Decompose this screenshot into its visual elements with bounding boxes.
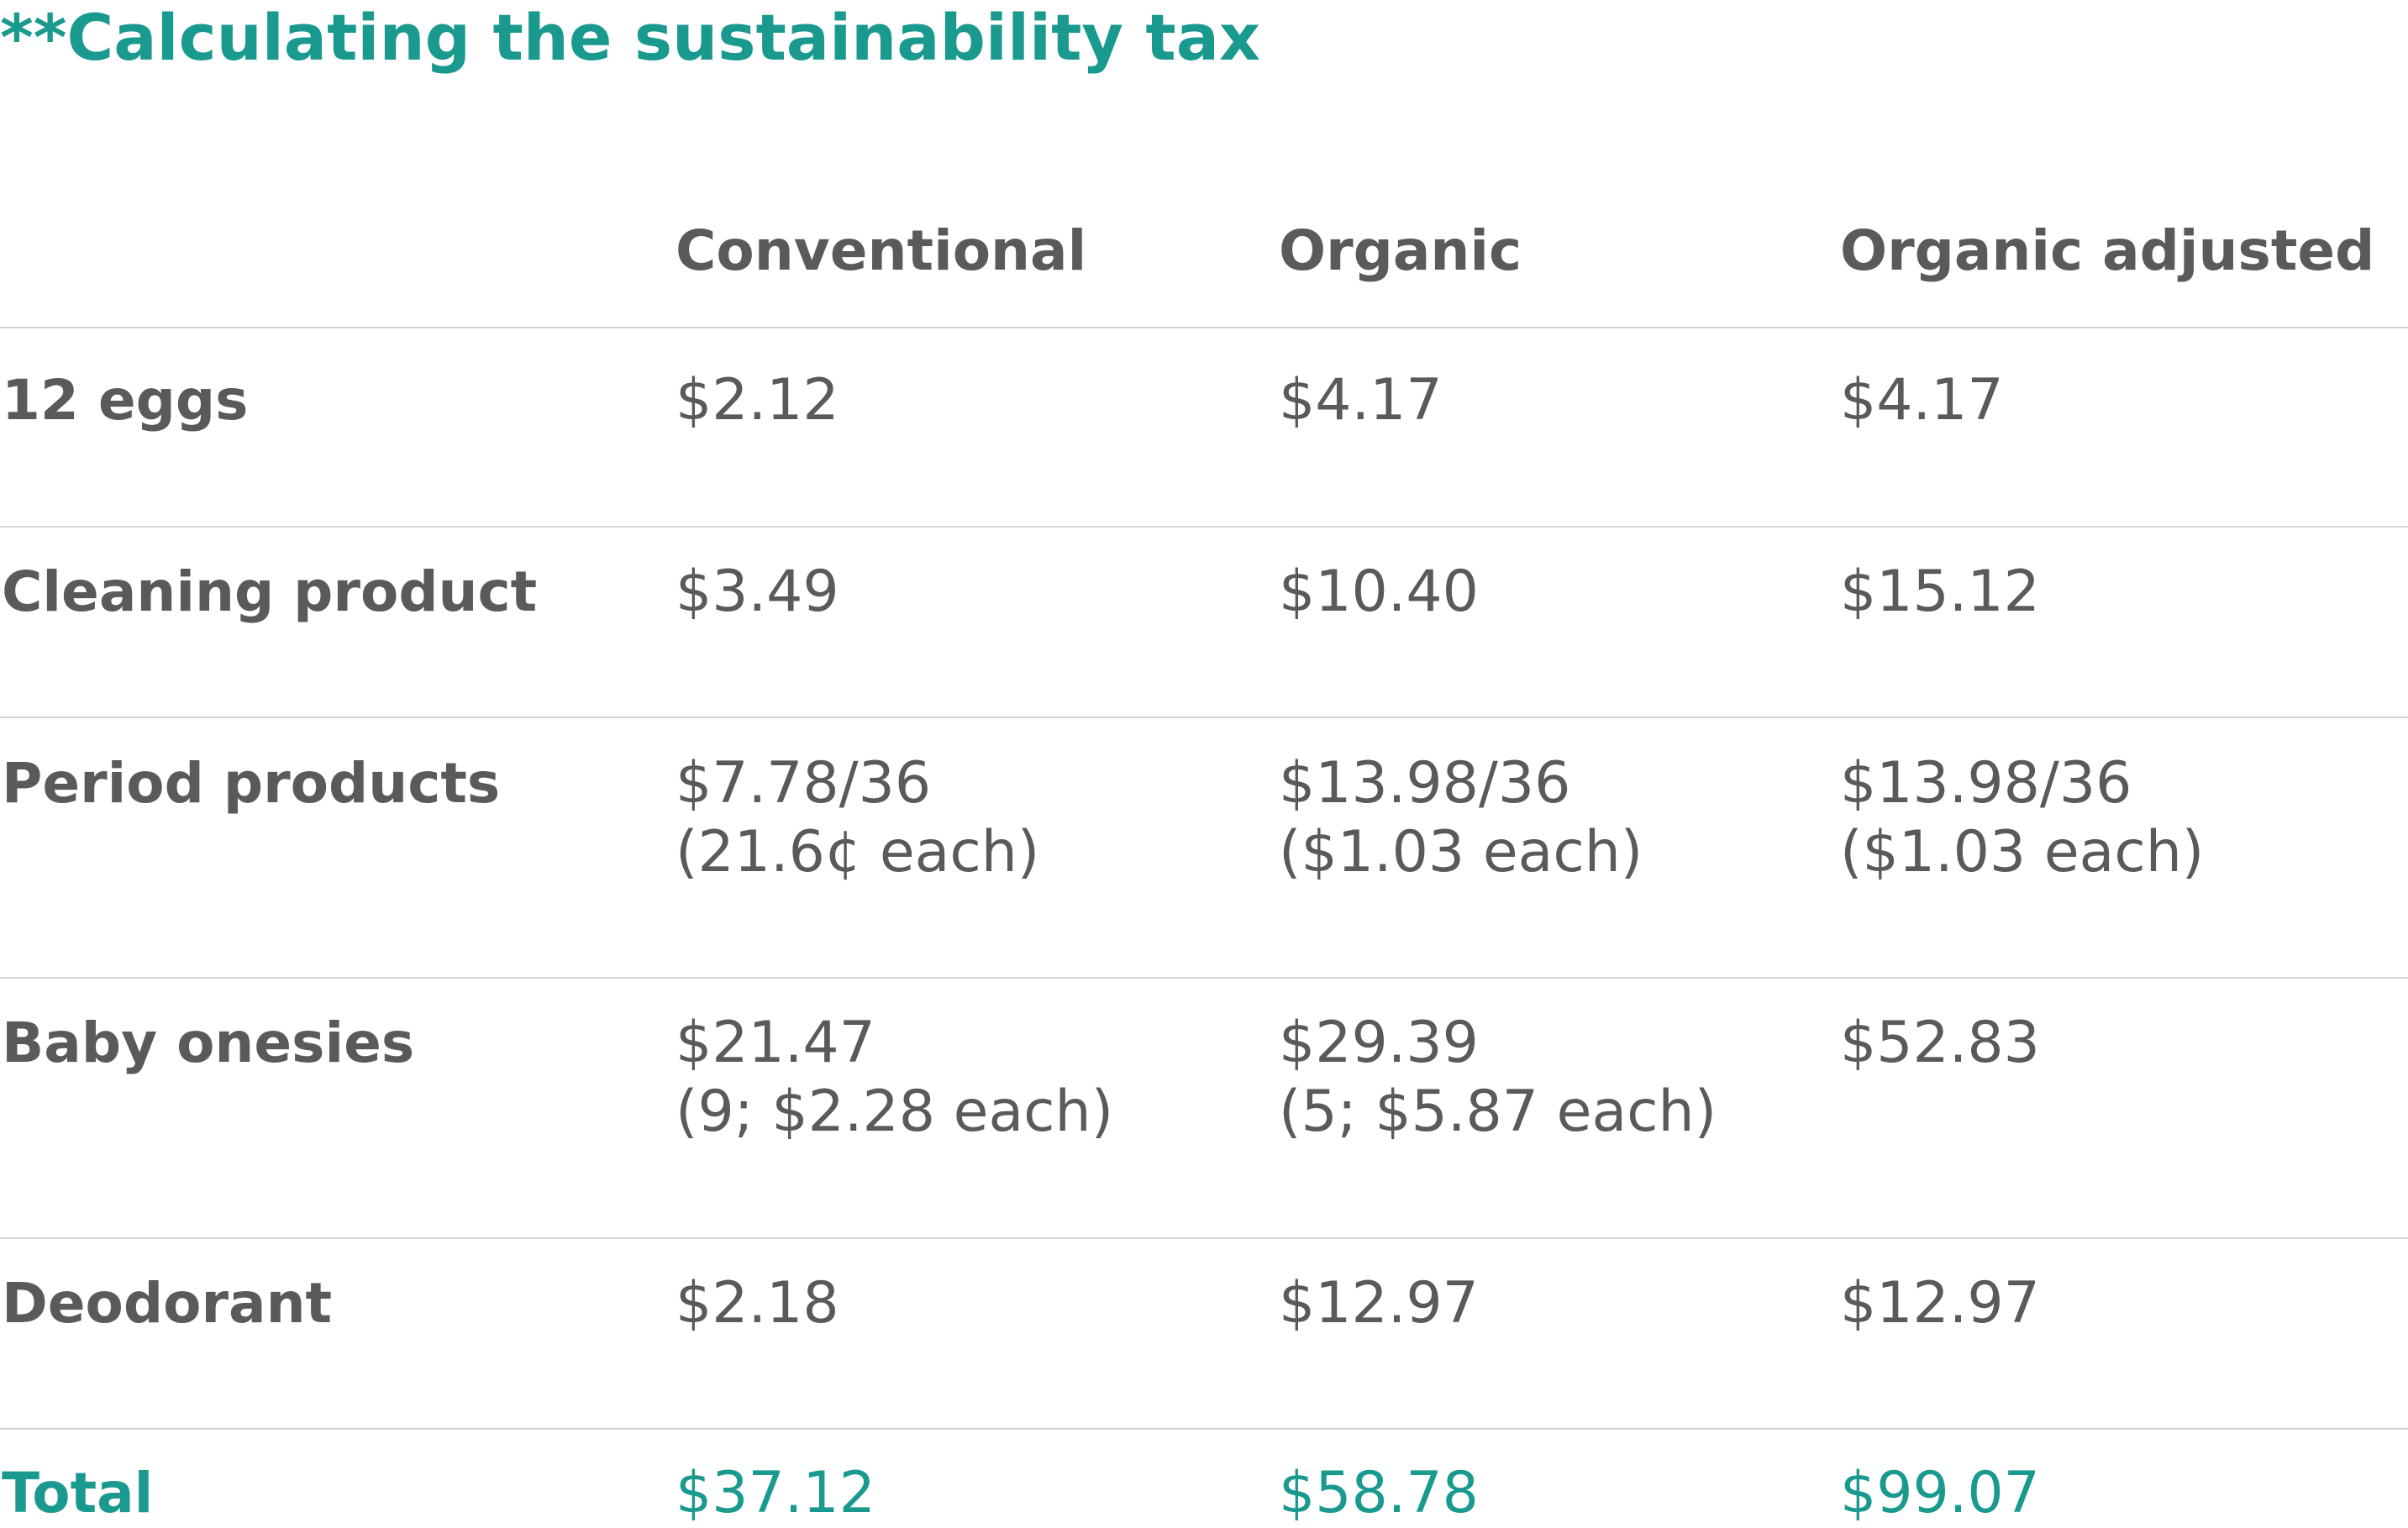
cell-total-organic: $58.78	[1279, 1460, 1479, 1526]
row-label-period-products: Period products	[2, 751, 501, 816]
cell-period-organic: $13.98/36 ($1.03 each)	[1279, 750, 1643, 885]
cell-deodorant-organic: $12.97	[1279, 1270, 1479, 1336]
column-header-organic: Organic	[1279, 218, 1522, 283]
row-label-deodorant: Deodorant	[2, 1271, 333, 1336]
table-divider	[0, 1428, 2408, 1430]
cell-onesies-organic: $29.39 (5; $5.87 each)	[1279, 1010, 1717, 1145]
cell-cleaning-conventional: $3.49	[676, 559, 839, 625]
table-divider	[0, 717, 2408, 718]
cell-total-conventional: $37.12	[676, 1460, 875, 1526]
cell-cleaning-organic-adjusted: $15.12	[1840, 559, 2040, 625]
column-header-conventional: Conventional	[676, 218, 1087, 283]
row-label-eggs: 12 eggs	[2, 368, 249, 433]
cell-cleaning-organic: $10.40	[1279, 559, 1479, 625]
cell-period-organic-adjusted: $13.98/36 ($1.03 each)	[1840, 750, 2205, 885]
row-label-total: Total	[2, 1461, 154, 1525]
row-label-baby-onesies: Baby onesies	[2, 1011, 415, 1075]
cell-eggs-conventional: $2.12	[676, 367, 839, 433]
cell-onesies-conventional: $21.47 (9; $2.28 each)	[676, 1010, 1114, 1145]
cell-period-conventional: $7.78/36 (21.6¢ each)	[676, 750, 1040, 885]
row-label-cleaning-product: Cleaning product	[2, 559, 538, 624]
cell-total-organic-adjusted: $99.07	[1840, 1460, 2040, 1526]
cell-eggs-organic: $4.17	[1279, 367, 1443, 433]
cell-onesies-organic-adjusted: $52.83	[1840, 1010, 2040, 1076]
cell-deodorant-organic-adjusted: $12.97	[1840, 1270, 2040, 1336]
cell-deodorant-conventional: $2.18	[676, 1270, 839, 1336]
table-divider	[0, 1237, 2408, 1239]
table-divider	[0, 977, 2408, 979]
table-divider	[0, 327, 2408, 328]
column-header-organic-adjusted: Organic adjusted	[1840, 218, 2375, 283]
cell-eggs-organic-adjusted: $4.17	[1840, 367, 2004, 433]
table-divider	[0, 526, 2408, 528]
page-title: **Calculating the sustainability tax	[0, 0, 1261, 75]
